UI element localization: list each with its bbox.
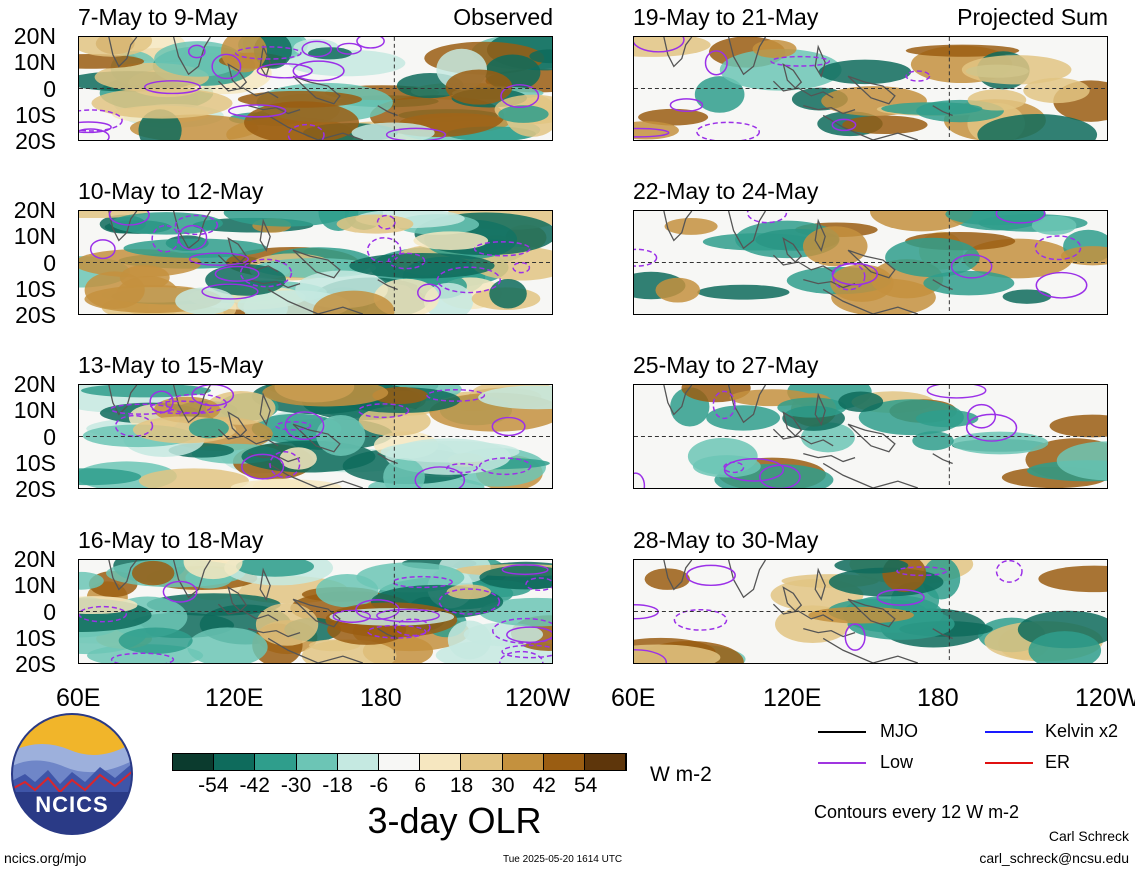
colorbar-tick-label: 18 — [449, 774, 474, 797]
colorbar-swatch — [584, 754, 627, 770]
legend-er-label: ER — [1045, 752, 1071, 772]
lat-label: 0 — [43, 423, 56, 450]
lat-label: 20N — [13, 546, 56, 572]
lat-label: 20N — [13, 371, 56, 397]
lon-label-60e: 60E — [56, 684, 101, 712]
olr-map-panel — [78, 36, 553, 141]
legend-kelvin-label: Kelvin x2 — [1045, 721, 1119, 741]
panel-title: 19-May to 21-May — [633, 4, 819, 30]
ncics-logo: NCICS — [10, 712, 134, 836]
lat-label: 10N — [13, 49, 56, 76]
footer-author: Carl Schreck — [1048, 828, 1129, 844]
lon-label-180: 180 — [360, 684, 402, 712]
colorbar-swatch — [420, 754, 462, 770]
colorbar-swatch — [543, 754, 585, 770]
colorbar-tick-label: -30 — [280, 774, 312, 797]
lon-label-60e-right: 60E — [611, 684, 656, 712]
colorbar — [172, 753, 627, 771]
panel-title: 25-May to 27-May — [633, 352, 819, 378]
colorbar-tick-label: -42 — [239, 774, 270, 797]
footer-timestamp: Tue 2025-05-20 1614 UTC — [503, 854, 623, 865]
lon-label-120w-right: 120W — [1075, 684, 1135, 712]
panel-title: 16-May to 18-May — [78, 527, 264, 553]
lat-label: 10N — [13, 223, 56, 250]
colorbar-swatch — [337, 754, 379, 770]
colorbar-title: 3-day OLR — [367, 800, 542, 841]
lat-label: 0 — [43, 75, 56, 102]
legend-low-line — [818, 762, 866, 764]
lon-label-180-right: 180 — [917, 684, 959, 712]
colorbar-tick-label: -6 — [369, 774, 389, 797]
lat-label: 10N — [13, 572, 56, 599]
lat-label: 20N — [13, 23, 56, 49]
colorbar-swatch — [461, 754, 503, 770]
panel-title: 7-May to 9-May — [78, 4, 238, 30]
lat-label: 10S — [15, 101, 56, 128]
olr-map-panel — [78, 559, 553, 664]
colorbar-tick-label: 54 — [573, 774, 598, 797]
contour-interval-text: Contours every 12 W m-2 — [814, 802, 1020, 822]
lat-label: 20S — [15, 651, 56, 677]
lon-label-120w: 120W — [505, 684, 571, 712]
colorbar-tick-label: -54 — [198, 774, 229, 797]
legend-low-label: Low — [880, 752, 914, 772]
olr-map-panel — [633, 210, 1108, 315]
legend-mjo-line — [818, 731, 866, 733]
colorbar-swatch — [378, 754, 421, 770]
colorbar-swatch — [255, 754, 297, 770]
lat-label: 20S — [15, 476, 56, 502]
footer-url: ncics.org/mjo — [4, 850, 87, 866]
olr-map-panel — [633, 559, 1108, 664]
colorbar-swatch — [214, 754, 256, 770]
lon-label-120e-right: 120E — [763, 684, 822, 712]
legend-er-line — [985, 762, 1033, 764]
panel-title: 10-May to 12-May — [78, 178, 264, 204]
legend-kelvin-line — [985, 731, 1033, 733]
panel-title: 13-May to 15-May — [78, 352, 264, 378]
lat-label: 0 — [43, 598, 56, 625]
lon-label-120e: 120E — [205, 684, 264, 712]
footer-email: carl_schreck@ncsu.edu — [979, 850, 1129, 866]
olr-map-panel — [633, 36, 1108, 141]
colorbar-tick-label: 30 — [491, 774, 515, 797]
panel-corner-label: Projected Sum — [957, 4, 1108, 30]
lat-label: 10S — [15, 449, 56, 476]
lat-label: 0 — [43, 249, 56, 276]
lat-label: 10S — [15, 624, 56, 651]
colorbar-tick-label: -18 — [322, 774, 353, 797]
lat-label: 10N — [13, 397, 56, 424]
olr-map-panel — [633, 384, 1108, 489]
logo-text: NCICS — [35, 792, 109, 817]
lat-label: 20S — [15, 302, 56, 328]
colorbar-tick-label: 42 — [532, 774, 556, 797]
colorbar-units: W m-2 — [650, 763, 712, 786]
lat-label: 20N — [13, 197, 56, 223]
lat-label: 10S — [15, 275, 56, 302]
olr-map-panel — [78, 384, 553, 489]
colorbar-swatch — [296, 754, 338, 770]
colorbar-tick-label: 6 — [414, 774, 427, 797]
lat-label: 20S — [15, 128, 56, 154]
legend-mjo-label: MJO — [880, 721, 918, 741]
colorbar-swatch — [173, 754, 215, 770]
panel-title: 22-May to 24-May — [633, 178, 819, 204]
panel-title: 28-May to 30-May — [633, 527, 819, 553]
panel-corner-label: Observed — [453, 4, 553, 30]
colorbar-swatch — [502, 754, 544, 770]
olr-map-panel — [78, 210, 553, 315]
